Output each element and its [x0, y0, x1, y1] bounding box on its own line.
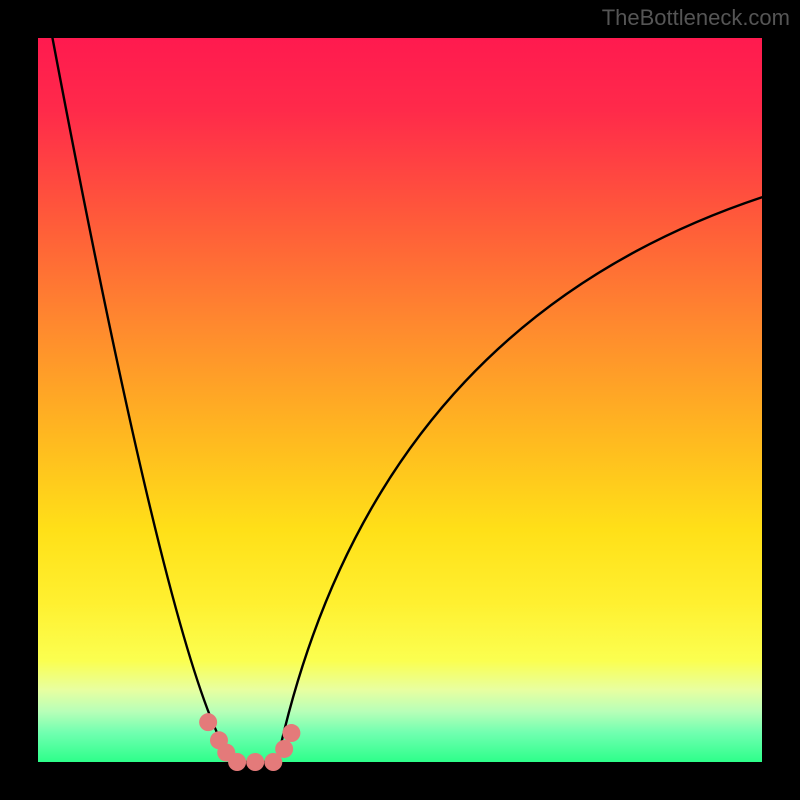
watermark-text: TheBottleneck.com — [602, 5, 790, 31]
dot — [246, 753, 264, 771]
dot — [199, 713, 217, 731]
dot — [282, 724, 300, 742]
dot — [275, 740, 293, 758]
dot — [228, 753, 246, 771]
chart-container: TheBottleneck.com — [0, 0, 800, 800]
plot-area — [38, 38, 762, 762]
bottleneck-chart — [0, 0, 800, 800]
